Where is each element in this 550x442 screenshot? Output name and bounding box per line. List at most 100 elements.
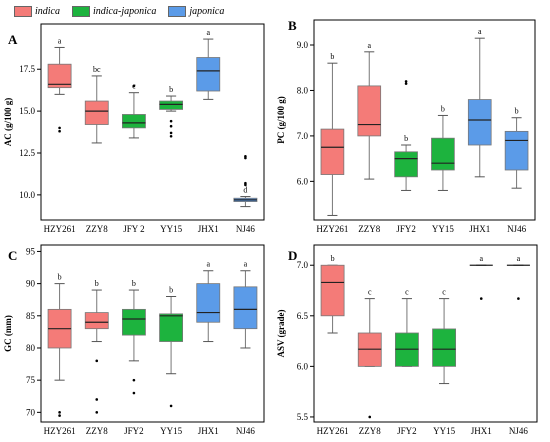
legend-item-indica-japonica: indica-japonica xyxy=(72,5,156,17)
box-jfy2: b xyxy=(121,279,146,395)
significance-letter: b xyxy=(330,52,334,61)
x-tick-label: JHX1 xyxy=(198,224,219,234)
y-tick-label: 6.0 xyxy=(297,176,309,186)
box-jhx1: a xyxy=(469,254,493,300)
x-tick-label: HZY261 xyxy=(44,426,76,436)
y-tick-label: 6.0 xyxy=(297,361,309,371)
panel-label: B xyxy=(288,18,297,33)
box-nj46: b xyxy=(504,107,529,189)
box-iqr xyxy=(159,313,184,342)
outlier-point xyxy=(368,415,372,419)
x-tick-label: JHX1 xyxy=(471,426,492,436)
y-tick-label: 5.5 xyxy=(297,412,309,422)
x-tick-label: JHX1 xyxy=(198,426,219,436)
box-jfy2: c xyxy=(394,288,419,367)
box-iqr xyxy=(432,328,457,367)
box-hzy261: b xyxy=(320,254,345,334)
plot-frame xyxy=(313,244,538,423)
x-tick-label: NJ46 xyxy=(236,426,256,436)
significance-letter: b xyxy=(95,279,99,288)
box-iqr xyxy=(233,286,258,330)
x-tick-label: HZY261 xyxy=(317,426,349,436)
outlier-point xyxy=(58,411,61,414)
y-tick-label: 8.0 xyxy=(297,85,309,95)
significance-letter: b xyxy=(331,254,335,263)
outlier-point xyxy=(479,297,483,300)
legend-label-indica: indica xyxy=(35,5,60,17)
plot-frame xyxy=(40,23,265,221)
panel-label: A xyxy=(8,32,18,47)
outlier-point xyxy=(132,391,136,395)
y-tick-label: 70 xyxy=(26,407,36,417)
significance-letter: a xyxy=(478,27,482,36)
box-iqr xyxy=(84,312,109,330)
significance-letter: b xyxy=(58,273,62,282)
outlier-point xyxy=(169,124,173,128)
significance-letter: b xyxy=(132,279,136,288)
x-tick-label: JFY 2 xyxy=(123,224,144,234)
outlier-point xyxy=(58,129,61,133)
box-iqr xyxy=(196,283,221,323)
panel-label: D xyxy=(288,248,297,263)
box-iqr xyxy=(431,137,455,171)
box-nj46: d xyxy=(233,155,258,208)
x-tick-label: YY15 xyxy=(432,224,454,234)
significance-letter: b xyxy=(404,134,408,143)
panel-c: C 70 75 80 85 90 95 GC (mm) b HZY261 b ZZY8 b JFY2 b YY… xyxy=(3,244,265,436)
significance-letter: a xyxy=(58,36,62,45)
legend-item-japonica: japonica xyxy=(168,5,224,17)
significance-letter: a xyxy=(479,254,483,263)
panel-b: B 6.0 7.0 8.0 9.0 PC (g/100 g) b HZY261 a ZZY8 b JF… xyxy=(276,18,536,234)
y-tick-label: 6.5 xyxy=(297,311,309,321)
box-iqr xyxy=(121,308,146,336)
y-tick-label: 17.5 xyxy=(19,64,35,74)
significance-letter: c xyxy=(132,82,136,91)
outlier-point xyxy=(95,359,99,363)
box-iqr xyxy=(467,99,492,146)
outlier-point xyxy=(58,414,61,417)
significance-letter: a xyxy=(206,260,210,269)
y-axis-label: GC (mm) xyxy=(3,315,13,352)
significance-letter: a xyxy=(206,28,210,37)
legend-swatch-japonica xyxy=(168,5,187,17)
box-iqr xyxy=(357,85,382,137)
box-zzy8: b xyxy=(84,279,109,414)
outlier-point xyxy=(169,404,173,408)
outlier-point xyxy=(58,126,61,130)
x-tick-label: YY15 xyxy=(433,426,455,436)
significance-letter: b xyxy=(169,85,173,94)
y-tick-label: 15.0 xyxy=(19,106,35,116)
box-yy15: c xyxy=(432,288,457,385)
y-tick-label: 90 xyxy=(26,279,36,289)
x-tick-label: HZY261 xyxy=(316,224,348,234)
significance-letter: b xyxy=(515,107,519,116)
y-tick-label: 85 xyxy=(26,311,36,321)
x-tick-label: NJ46 xyxy=(507,224,527,234)
box-jhx1: a xyxy=(467,27,492,178)
significance-letter: bc xyxy=(93,65,101,74)
x-tick-label: JFY2 xyxy=(396,224,416,234)
significance-letter: b xyxy=(169,285,173,294)
legend: indica indica-japonica japonica xyxy=(14,2,236,20)
y-tick-label: 95 xyxy=(26,246,36,256)
box-yy15: b xyxy=(159,85,184,138)
outlier-point xyxy=(244,183,247,187)
x-tick-label: YY15 xyxy=(160,224,182,234)
panel-d: D 5.5 6.0 6.5 7.0 ASV (grade) b HZY261 c ZZY8 c JFY… xyxy=(276,244,538,436)
box-zzy8: a xyxy=(357,41,382,180)
box-iqr xyxy=(394,151,418,178)
box-hzy261: b xyxy=(47,273,72,417)
significance-letter: c xyxy=(368,288,372,297)
y-axis-label: AC (g/100 g) xyxy=(3,98,13,147)
outlier-point xyxy=(169,131,173,135)
box-jfy-2: c xyxy=(121,82,146,139)
significance-letter: b xyxy=(441,104,445,113)
plot-frame xyxy=(313,19,536,221)
y-tick-label: 7.0 xyxy=(297,131,309,141)
outlier-point xyxy=(95,411,99,414)
outlier-point xyxy=(95,398,99,401)
panel-a: A10.012.515.017.5AC (g/100 g)aHZY261bcZZ… xyxy=(3,23,265,234)
box-iqr xyxy=(47,63,72,89)
box-jhx1: a xyxy=(196,28,221,100)
